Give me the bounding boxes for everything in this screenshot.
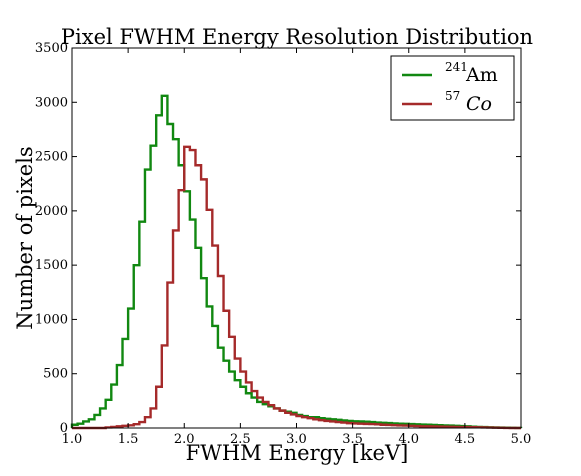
x-tick-label: 4.5: [455, 432, 476, 447]
y-tick-label: 3000: [35, 95, 68, 110]
x-tick-label: 4.0: [398, 432, 419, 447]
series-line-co57: [72, 145, 521, 430]
y-tick-label: 2500: [35, 150, 68, 165]
x-tick-label: 1.5: [118, 432, 139, 447]
legend-box: [390, 55, 515, 121]
y-tick-label: 3500: [35, 41, 68, 56]
x-axis-ticks: 1.0 1.5 2.0 2.5 3.0 3.5 4.0 4.5 5.0: [62, 48, 532, 447]
y-tick-label: 500: [43, 367, 68, 382]
x-tick-label: 3.5: [342, 432, 363, 447]
y-tick-label: 1500: [35, 258, 68, 273]
x-tick-label: 1.0: [62, 432, 83, 447]
series-line-am241: [70, 94, 523, 430]
y-tick-label: 1000: [35, 312, 68, 327]
legend-label: Am: [465, 64, 498, 86]
y-axis-ticks: 0 500 1000 1500 2000 2500 3000 3500: [35, 41, 521, 436]
x-tick-label: 3.0: [286, 432, 307, 447]
chart-title: Pixel FWHM Energy Resolution Distributio…: [61, 25, 533, 49]
x-axis-label: FWHM Energy [keV]: [186, 441, 409, 465]
y-tick-label: 2000: [35, 204, 68, 219]
legend-label-superscript: 57: [445, 89, 460, 103]
y-tick-label: 0: [60, 421, 68, 436]
x-tick-label: 2.0: [174, 432, 195, 447]
plot-area: [70, 94, 523, 430]
x-tick-label: 2.5: [230, 432, 251, 447]
legend-label-superscript: 241: [445, 60, 468, 74]
y-axis-label: Number of pixels: [13, 146, 37, 329]
legend-label: Co: [466, 93, 492, 115]
x-tick-label: 5.0: [511, 432, 532, 447]
